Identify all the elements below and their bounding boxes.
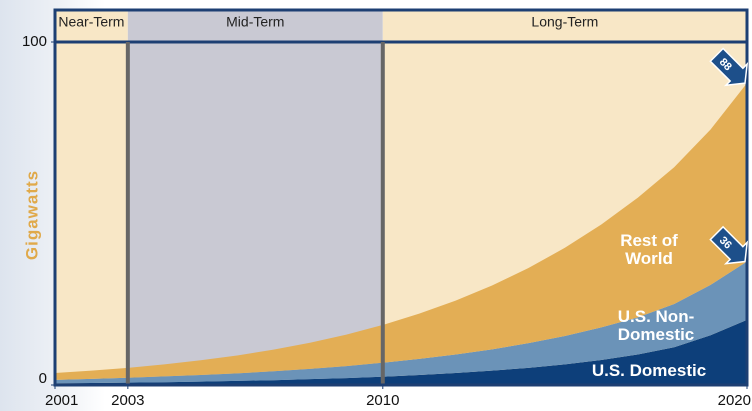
phase-band bbox=[127, 10, 383, 385]
phase-label: Long-Term bbox=[531, 14, 598, 30]
series-label: U.S. Domestic bbox=[591, 361, 707, 380]
x-tick-label: 2003 bbox=[111, 392, 144, 409]
phase-band bbox=[55, 10, 128, 385]
end-arrow: 88 bbox=[709, 47, 749, 87]
x-tick-label: 2020 bbox=[718, 392, 751, 409]
series-label: Rest of World bbox=[620, 231, 678, 268]
y-axis-label: Gigawatts bbox=[22, 170, 41, 260]
area bbox=[55, 83, 747, 380]
phase-label: Near-Term bbox=[58, 14, 124, 30]
y-tick-label: 0 bbox=[39, 370, 47, 387]
x-tick-label: 2010 bbox=[366, 392, 399, 409]
y-tick-label: 100 bbox=[22, 33, 47, 50]
x-tick-label: 2001 bbox=[45, 392, 78, 409]
plot-frame bbox=[53, 8, 749, 387]
area bbox=[55, 319, 747, 385]
phase-label: Mid-Term bbox=[226, 14, 284, 30]
end-arrow: 36 bbox=[709, 225, 749, 265]
arrow-shape bbox=[709, 225, 749, 265]
arrow-shape bbox=[709, 47, 749, 87]
series-label: U.S. Non-Domestic bbox=[617, 307, 695, 344]
area bbox=[55, 261, 747, 384]
